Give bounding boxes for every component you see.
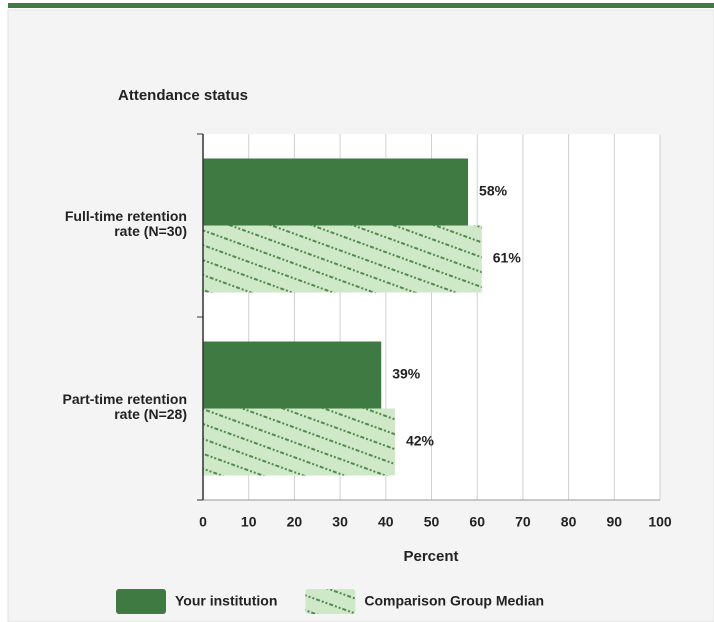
y-tick-label: rate (N=30): [114, 223, 187, 239]
x-tick-label: 80: [561, 514, 577, 530]
bar: [203, 158, 469, 226]
x-tick-label: 100: [648, 514, 672, 530]
value-label: 39%: [392, 366, 421, 382]
legend-swatch: [305, 589, 356, 614]
value-label: 42%: [406, 433, 435, 449]
legend-swatch: [116, 589, 166, 614]
y-tick-label: Full-time retention: [65, 208, 187, 224]
x-tick-label: 70: [515, 514, 531, 530]
x-axis-label: Percent: [403, 548, 458, 565]
x-tick-label: 0: [199, 514, 207, 530]
bar: [203, 408, 395, 476]
x-tick-label: 50: [424, 514, 440, 530]
y-tick-label: rate (N=28): [114, 406, 187, 422]
x-tick-label: 10: [241, 514, 257, 530]
bar: [203, 341, 382, 409]
value-label: 61%: [493, 250, 522, 266]
bar: [203, 225, 482, 293]
x-tick-label: 60: [469, 514, 485, 530]
y-tick-label: Part-time retention: [63, 391, 187, 407]
legend-label: Comparison Group Median: [364, 593, 544, 609]
top-bar: [8, 3, 714, 8]
legend-label: Your institution: [175, 593, 277, 609]
x-tick-label: 40: [378, 514, 394, 530]
x-tick-label: 20: [287, 514, 303, 530]
x-tick-label: 90: [607, 514, 623, 530]
chart-title: Attendance status: [118, 87, 248, 104]
value-label: 58%: [479, 183, 508, 199]
x-tick-label: 30: [332, 514, 348, 530]
